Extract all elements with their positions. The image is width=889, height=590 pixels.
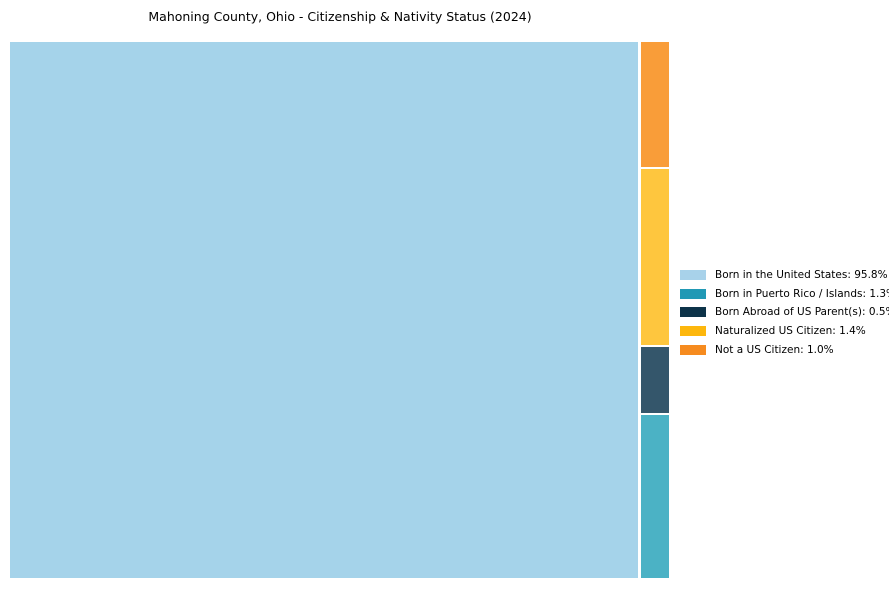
treemap-rect-naturalized-us-citizen	[641, 169, 669, 345]
legend-label: Born Abroad of US Parent(s): 0.5%	[715, 306, 889, 319]
treemap-rect-born-in-puerto-rico-islands	[641, 415, 669, 578]
treemap-rect-not-a-us-citizen	[641, 42, 669, 167]
legend: Born in the United States: 95.8% Born in …	[680, 266, 889, 359]
legend-swatch	[680, 307, 706, 318]
legend-item: Born in Puerto Rico / Islands: 1.3%	[680, 285, 889, 304]
legend-item: Not a US Citizen: 1.0%	[680, 340, 889, 359]
legend-swatch	[680, 344, 706, 355]
legend-label: Born in the United States: 95.8%	[715, 269, 888, 282]
treemap-rect-born-in-us	[10, 42, 638, 578]
legend-label: Born in Puerto Rico / Islands: 1.3%	[715, 287, 889, 300]
legend-swatch	[680, 288, 706, 299]
legend-item: Naturalized US Citizen: 1.4%	[680, 322, 889, 341]
legend-label: Not a US Citizen: 1.0%	[715, 343, 834, 356]
legend-label: Naturalized US Citizen: 1.4%	[715, 325, 866, 338]
chart-title: Mahoning County, Ohio - Citizenship & Na…	[148, 9, 532, 24]
treemap-plot	[10, 42, 669, 578]
legend-swatch	[680, 270, 706, 281]
legend-item: Born Abroad of US Parent(s): 0.5%	[680, 303, 889, 322]
treemap-rect-born-abroad-of-us-parents	[641, 347, 669, 413]
legend-swatch	[680, 326, 706, 337]
legend-item: Born in the United States: 95.8%	[680, 266, 889, 285]
